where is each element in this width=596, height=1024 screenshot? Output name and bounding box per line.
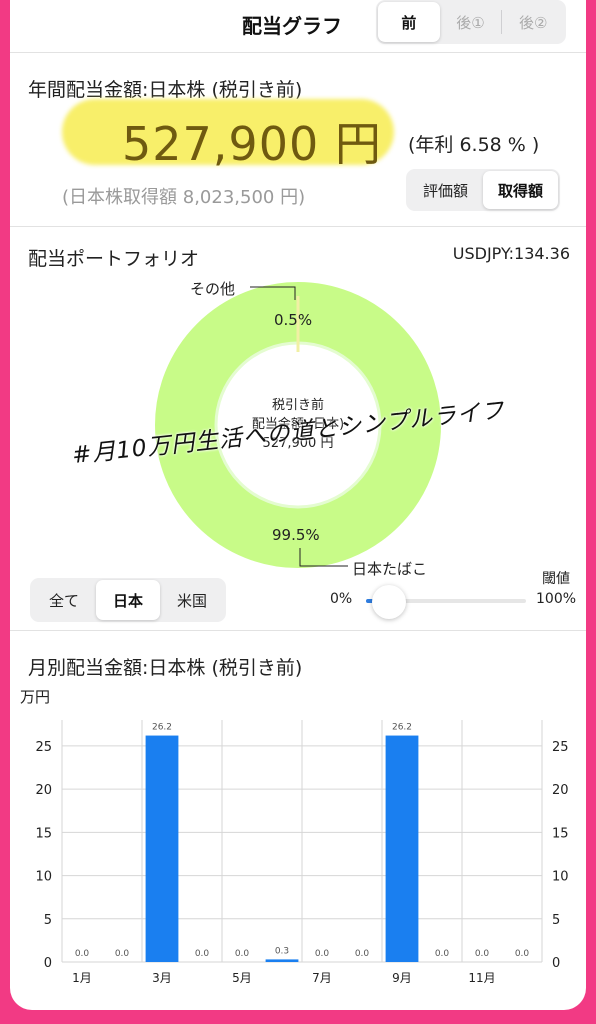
threshold-slider-thumb[interactable] [372,585,406,619]
data-label: 0.0 [315,949,330,959]
bar [265,959,299,962]
data-label: 0.0 [435,949,450,959]
market-filter: 全て 日本 米国 [30,578,226,622]
x-tick-label: 11月 [468,971,495,985]
data-label: 0.0 [355,949,370,959]
data-label: 0.0 [235,949,250,959]
data-label: 0.0 [75,949,90,959]
data-label: 26.2 [392,723,412,733]
donut-center-label: 税引き前 配当金額 (日本) 527,900 円 [218,396,378,453]
tab-all[interactable]: 全て [48,591,79,610]
app-card: 配当グラフ 前 後① 後② 年間配当金額:日本株 (税引き前) 527,900 … [10,0,586,1010]
data-label: 0.0 [195,949,210,959]
center-line-3: 527,900 円 [262,436,334,451]
monthly-title: 月別配当金額:日本株 (税引き前) [28,657,303,679]
divider [10,226,586,227]
x-tick-label: 9月 [392,971,412,985]
valuation-toggle: 評価額 取得額 [406,169,560,211]
tab-market-value[interactable]: 評価額 [422,181,468,200]
y-tick-label-left: 20 [35,783,52,798]
slice-name-other: その他 [190,280,236,298]
y-tick-label-right: 25 [552,740,569,755]
y-tick-label-right: 20 [552,783,569,798]
portfolio-title: 配当ポートフォリオ [28,248,200,270]
tab-japan[interactable]: 日本 [96,580,160,620]
threshold-slider-fill [366,599,374,603]
tab-after-2[interactable]: 後② [518,13,548,32]
data-label: 26.2 [152,723,172,733]
annual-yield: (年利 6.58 % ) [408,134,540,156]
tab-before[interactable]: 前 [378,2,440,42]
page-title: 配当グラフ [242,14,342,38]
data-label: 0.0 [475,949,490,959]
portfolio-donut-chart [155,282,441,568]
data-label: 0.0 [115,949,130,959]
x-tick-label: 7月 [312,971,332,985]
y-tick-label-right: 10 [552,870,569,885]
center-line-1: 税引き前 [271,398,324,413]
tab-after-1[interactable]: 後① [456,13,485,32]
amount-highlight [62,99,394,165]
y-tick-label-right: 0 [552,956,560,971]
threshold-slider-track[interactable] [366,599,526,603]
data-label: 0.0 [515,949,530,959]
center-line-2: 配当金額 (日本) [251,417,345,432]
divider [10,630,586,631]
annual-amount: 527,900 円 [122,117,382,171]
threshold-min-label: 0% [330,591,353,607]
y-tick-label-left: 25 [35,740,52,755]
fx-rate: USDJPY:134.36 [452,244,570,263]
tab-us[interactable]: 米国 [176,591,207,610]
y-tick-label-left: 0 [44,956,52,971]
bar [385,735,419,962]
x-tick-label: 1月 [72,971,92,985]
threshold-max-label: 100% [536,591,577,607]
y-tick-label-left: 15 [35,826,52,841]
label-leader-japan-tobacco [299,548,348,567]
bar [145,735,179,962]
label-leader-other [250,286,296,300]
annual-title: 年間配当金額:日本株 (税引き前) [28,79,303,101]
page-segment: 前 後① 後② [376,0,566,44]
header: 配当グラフ 前 後① 後② [10,0,586,53]
acquisition-cost: (日本株取得額 8,023,500 円) [62,187,306,208]
y-tick-label-right: 15 [552,826,569,841]
y-tick-label-right: 5 [552,913,560,928]
data-label: 0.3 [275,946,289,956]
y-tick-label-left: 10 [35,870,52,885]
slice-percent-japan-tobacco: 99.5% [272,526,320,544]
y-axis-unit: 万円 [20,688,51,706]
slice-percent-other: 0.5% [274,311,313,329]
tab-acquisition-value[interactable]: 取得額 [483,171,558,209]
y-tick-label-left: 5 [44,913,52,928]
threshold-label: 閾値 [542,571,570,587]
x-tick-label: 5月 [232,971,252,985]
slice-name-japan-tobacco: 日本たばこ [352,560,428,578]
monthly-bar-chart: 0 0 5 5 10 10 15 15 20 20 25 25 0.0 1月 0.0 26.2 3月 0.0 0.0… [35,720,569,985]
segment-divider [501,10,503,34]
x-tick-label: 3月 [152,971,172,985]
